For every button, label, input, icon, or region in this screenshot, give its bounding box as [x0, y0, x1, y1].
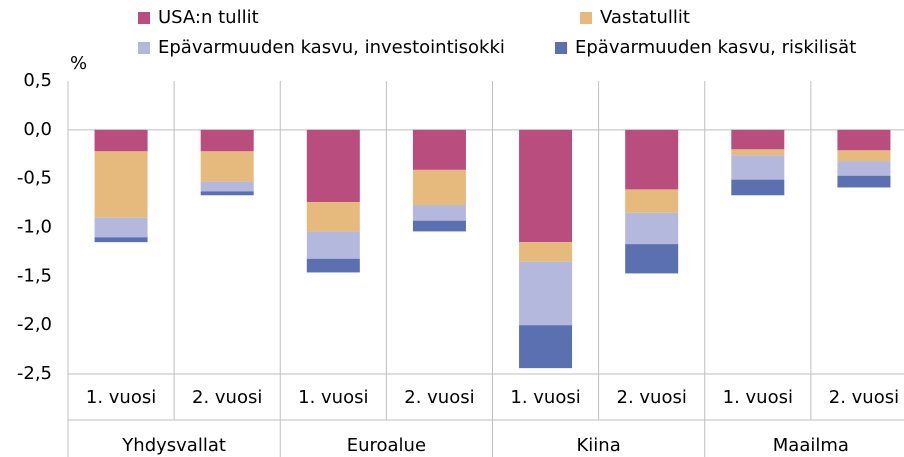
bar-segment — [519, 261, 573, 326]
group-label: Yhdysvallat — [121, 435, 226, 456]
x-tick-label: 1. vuosi — [86, 387, 156, 408]
x-tick-label: 1. vuosi — [723, 387, 793, 408]
y-tick-label: -2,0 — [17, 314, 52, 335]
bar-segment — [200, 191, 254, 196]
bar-segment — [625, 129, 679, 190]
bar-segment — [306, 129, 360, 203]
bar-segment — [94, 237, 148, 243]
x-tick-label: 2. vuosi — [617, 387, 687, 408]
bar-segment — [94, 129, 148, 152]
legend-swatch — [138, 12, 150, 24]
y-tick-label: 0,0 — [23, 119, 52, 140]
bar-segment — [412, 220, 466, 232]
bar-segment — [837, 150, 891, 162]
bar-segment — [519, 129, 573, 243]
bar-segment — [412, 129, 466, 170]
bar-segment — [625, 212, 679, 245]
bar-segment — [412, 169, 466, 206]
x-tick-label: 1. vuosi — [298, 387, 368, 408]
bar-segment — [412, 205, 466, 221]
bar-segment — [306, 231, 360, 259]
bar-segment — [837, 129, 891, 151]
legend-label: USA:n tullit — [158, 7, 259, 28]
bar-segment — [306, 202, 360, 232]
x-tick-label: 1. vuosi — [510, 387, 580, 408]
legend-swatch — [555, 42, 567, 54]
bar-segment — [519, 325, 573, 369]
bar-segment — [200, 151, 254, 182]
legend-swatch — [580, 12, 592, 24]
y-axis-label: % — [70, 53, 87, 74]
bar-segment — [837, 161, 891, 176]
bar-segment — [731, 155, 785, 180]
group-label: Euroalue — [347, 435, 426, 456]
bar-segment — [94, 151, 148, 218]
bar-segment — [837, 175, 891, 188]
bar-segment — [625, 189, 679, 213]
bar-segment — [306, 258, 360, 273]
bar-segment — [94, 217, 148, 238]
bar-segment — [625, 244, 679, 274]
y-tick-label: 0,5 — [23, 70, 52, 91]
bar-segment — [731, 179, 785, 196]
x-tick-label: 2. vuosi — [829, 387, 899, 408]
bar-segment — [200, 129, 254, 152]
y-tick-label: -2,5 — [17, 363, 52, 384]
x-tick-label: 2. vuosi — [404, 387, 474, 408]
group-label: Kiina — [577, 435, 621, 456]
y-tick-label: -1,0 — [17, 217, 52, 238]
y-tick-label: -1,5 — [17, 265, 52, 286]
y-tick-label: -0,5 — [17, 168, 52, 189]
bar-segment — [731, 129, 785, 150]
bar-segment — [731, 149, 785, 156]
bar-segment — [200, 181, 254, 192]
bar-segment — [519, 242, 573, 262]
legend-label: Vastatullit — [600, 7, 690, 28]
legend-label: Epävarmuuden kasvu, riskilisät — [575, 37, 856, 58]
legend-label: Epävarmuuden kasvu, investointisokki — [158, 37, 505, 58]
legend-swatch — [138, 42, 150, 54]
group-label: Maailma — [773, 435, 849, 456]
x-tick-label: 2. vuosi — [192, 387, 262, 408]
